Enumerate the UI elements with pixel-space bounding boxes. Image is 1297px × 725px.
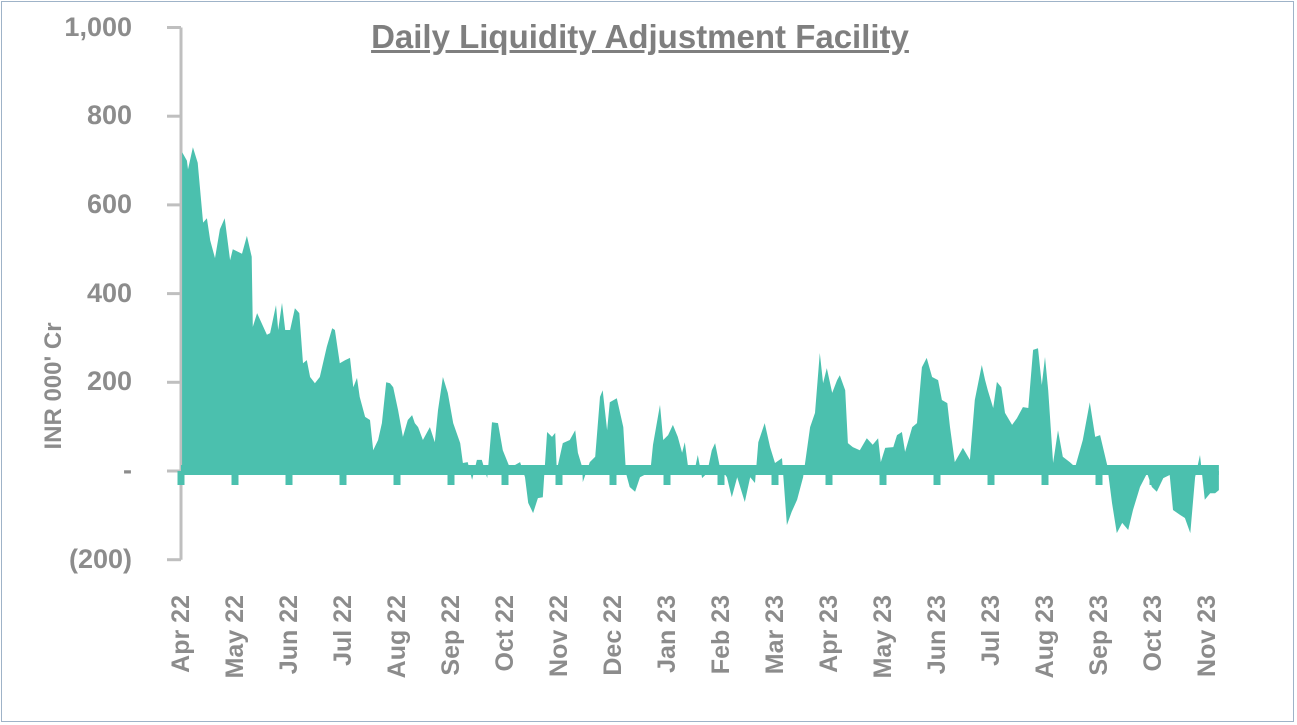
x-tick-mark xyxy=(609,471,617,485)
y-tick-label: 400 xyxy=(86,277,132,308)
x-tick-label: Jan 23 xyxy=(653,595,681,673)
x-tick-mark xyxy=(987,471,995,485)
x-tick-mark xyxy=(177,471,185,485)
x-tick-mark xyxy=(555,471,563,485)
y-tick-label: (200) xyxy=(68,543,132,574)
x-tick-label: Mar 23 xyxy=(761,595,789,675)
x-tick-label: Apr 22 xyxy=(167,595,195,673)
x-tick-label: Oct 23 xyxy=(1139,595,1167,672)
x-tick-label: May 22 xyxy=(221,595,249,679)
x-tick-label: Jul 23 xyxy=(977,595,1005,666)
x-tick-mark xyxy=(231,471,239,485)
x-tick-label: Nov 22 xyxy=(545,595,573,677)
y-tick-label: - xyxy=(123,455,132,485)
y-tick-label: 800 xyxy=(86,100,132,131)
x-tick-mark xyxy=(825,471,833,485)
x-tick-label: Feb 23 xyxy=(707,595,735,675)
x-tick-label: Sep 22 xyxy=(437,595,465,676)
x-tick-mark xyxy=(501,471,509,485)
x-tick-mark xyxy=(879,471,887,485)
x-tick-mark xyxy=(285,471,293,485)
x-tick-mark xyxy=(933,471,941,485)
y-tick-label: 200 xyxy=(86,366,132,397)
x-tick-label: Nov 23 xyxy=(1193,595,1221,677)
x-tick-label: May 23 xyxy=(869,595,897,679)
x-tick-mark xyxy=(771,471,779,485)
x-tick-mark xyxy=(1149,471,1157,485)
x-tick-label: Jun 23 xyxy=(923,595,951,675)
x-tick-mark xyxy=(1203,471,1211,485)
y-tick-label: 600 xyxy=(86,188,132,219)
x-tick-label: Dec 22 xyxy=(599,595,627,676)
x-tick-label: Aug 22 xyxy=(383,595,411,679)
x-tick-label: Jul 22 xyxy=(329,595,357,666)
x-tick-mark xyxy=(663,471,671,485)
x-tick-mark xyxy=(393,471,401,485)
x-tick-mark xyxy=(339,471,347,485)
x-tick-label: Jun 22 xyxy=(275,595,303,675)
series-area-daily-laf xyxy=(182,147,1219,534)
x-tick-label: Sep 23 xyxy=(1085,595,1113,676)
x-tick-mark xyxy=(1041,471,1049,485)
x-tick-mark xyxy=(447,471,455,485)
x-tick-label: Oct 22 xyxy=(491,595,519,672)
y-tick-label: 1,000 xyxy=(64,11,132,42)
x-tick-label: Aug 23 xyxy=(1031,595,1059,679)
x-tick-mark xyxy=(717,471,725,485)
x-tick-mark xyxy=(1095,471,1103,485)
x-tick-label: Apr 23 xyxy=(815,595,843,673)
chart-title: Daily Liquidity Adjustment Facility xyxy=(371,18,909,55)
y-axis-label: INR 000' Cr xyxy=(40,322,67,450)
x-axis-line xyxy=(181,465,1219,475)
